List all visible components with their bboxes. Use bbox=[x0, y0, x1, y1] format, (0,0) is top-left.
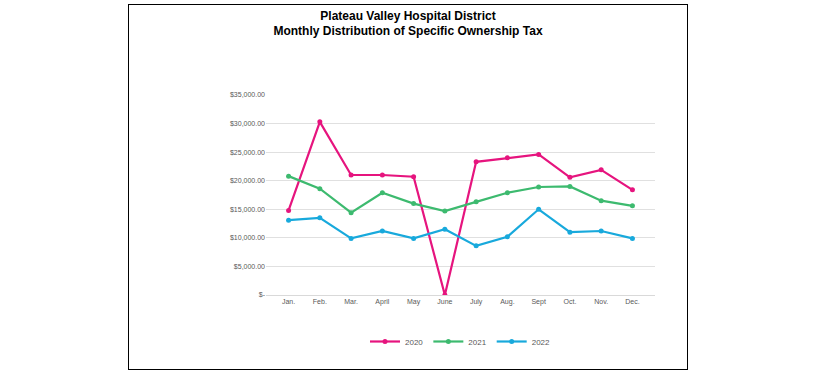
svg-text:$35,000.00: $35,000.00 bbox=[230, 91, 265, 98]
svg-text:2021: 2021 bbox=[468, 338, 486, 347]
svg-text:Mar.: Mar. bbox=[344, 298, 358, 305]
svg-text:July: July bbox=[470, 298, 483, 306]
svg-text:$10,000.00: $10,000.00 bbox=[230, 234, 265, 241]
svg-text:$30,000.00: $30,000.00 bbox=[230, 120, 265, 127]
svg-text:$25,000.00: $25,000.00 bbox=[230, 149, 265, 156]
svg-text:$20,000.00: $20,000.00 bbox=[230, 177, 265, 184]
svg-text:2020: 2020 bbox=[405, 338, 423, 347]
svg-text:Nov.: Nov. bbox=[594, 298, 608, 305]
svg-text:Dec.: Dec. bbox=[625, 298, 639, 305]
svg-text:$5,000.00: $5,000.00 bbox=[234, 263, 265, 270]
svg-text:April: April bbox=[375, 298, 389, 306]
svg-text:Oct.: Oct. bbox=[563, 298, 576, 305]
svg-text:2022: 2022 bbox=[532, 338, 550, 347]
svg-text:May: May bbox=[407, 298, 421, 306]
svg-text:Feb.: Feb. bbox=[313, 298, 327, 305]
svg-text:Sept: Sept bbox=[531, 298, 545, 306]
svg-text:Jan.: Jan. bbox=[282, 298, 295, 305]
svg-text:Plateau Valley Hospital Distri: Plateau Valley Hospital DistrictMonthly … bbox=[273, 9, 542, 39]
svg-text:June: June bbox=[437, 298, 452, 305]
svg-text:$15,000.00: $15,000.00 bbox=[230, 206, 265, 213]
svg-text:$-: $- bbox=[259, 291, 266, 298]
svg-text:Aug.: Aug. bbox=[500, 298, 514, 306]
